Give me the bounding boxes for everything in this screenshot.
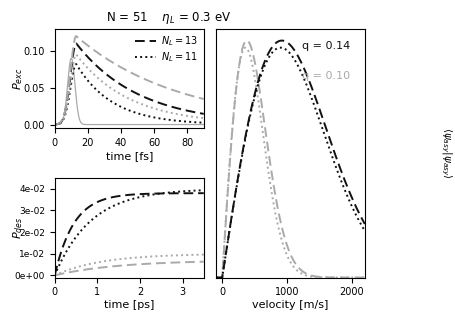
Text: N = 51    $\eta_L$ = 0.3 eV: N = 51 $\eta_L$ = 0.3 eV xyxy=(106,10,231,26)
Text: $\langle\psi_{asy}|\psi_{asy}\rangle$: $\langle\psi_{asy}|\psi_{asy}\rangle$ xyxy=(438,127,453,179)
Text: q = 0.10: q = 0.10 xyxy=(302,71,349,81)
Text: q = 0.14: q = 0.14 xyxy=(302,41,350,51)
X-axis label: velocity [m/s]: velocity [m/s] xyxy=(252,300,328,310)
Y-axis label: $P_{exc}$: $P_{exc}$ xyxy=(11,67,25,90)
X-axis label: time [ps]: time [ps] xyxy=(104,300,154,310)
Y-axis label: $P_{des}$: $P_{des}$ xyxy=(11,217,25,239)
X-axis label: time [fs]: time [fs] xyxy=(106,151,152,161)
Legend: $N_L = 13$, $N_L = 11$: $N_L = 13$, $N_L = 11$ xyxy=(133,33,198,65)
